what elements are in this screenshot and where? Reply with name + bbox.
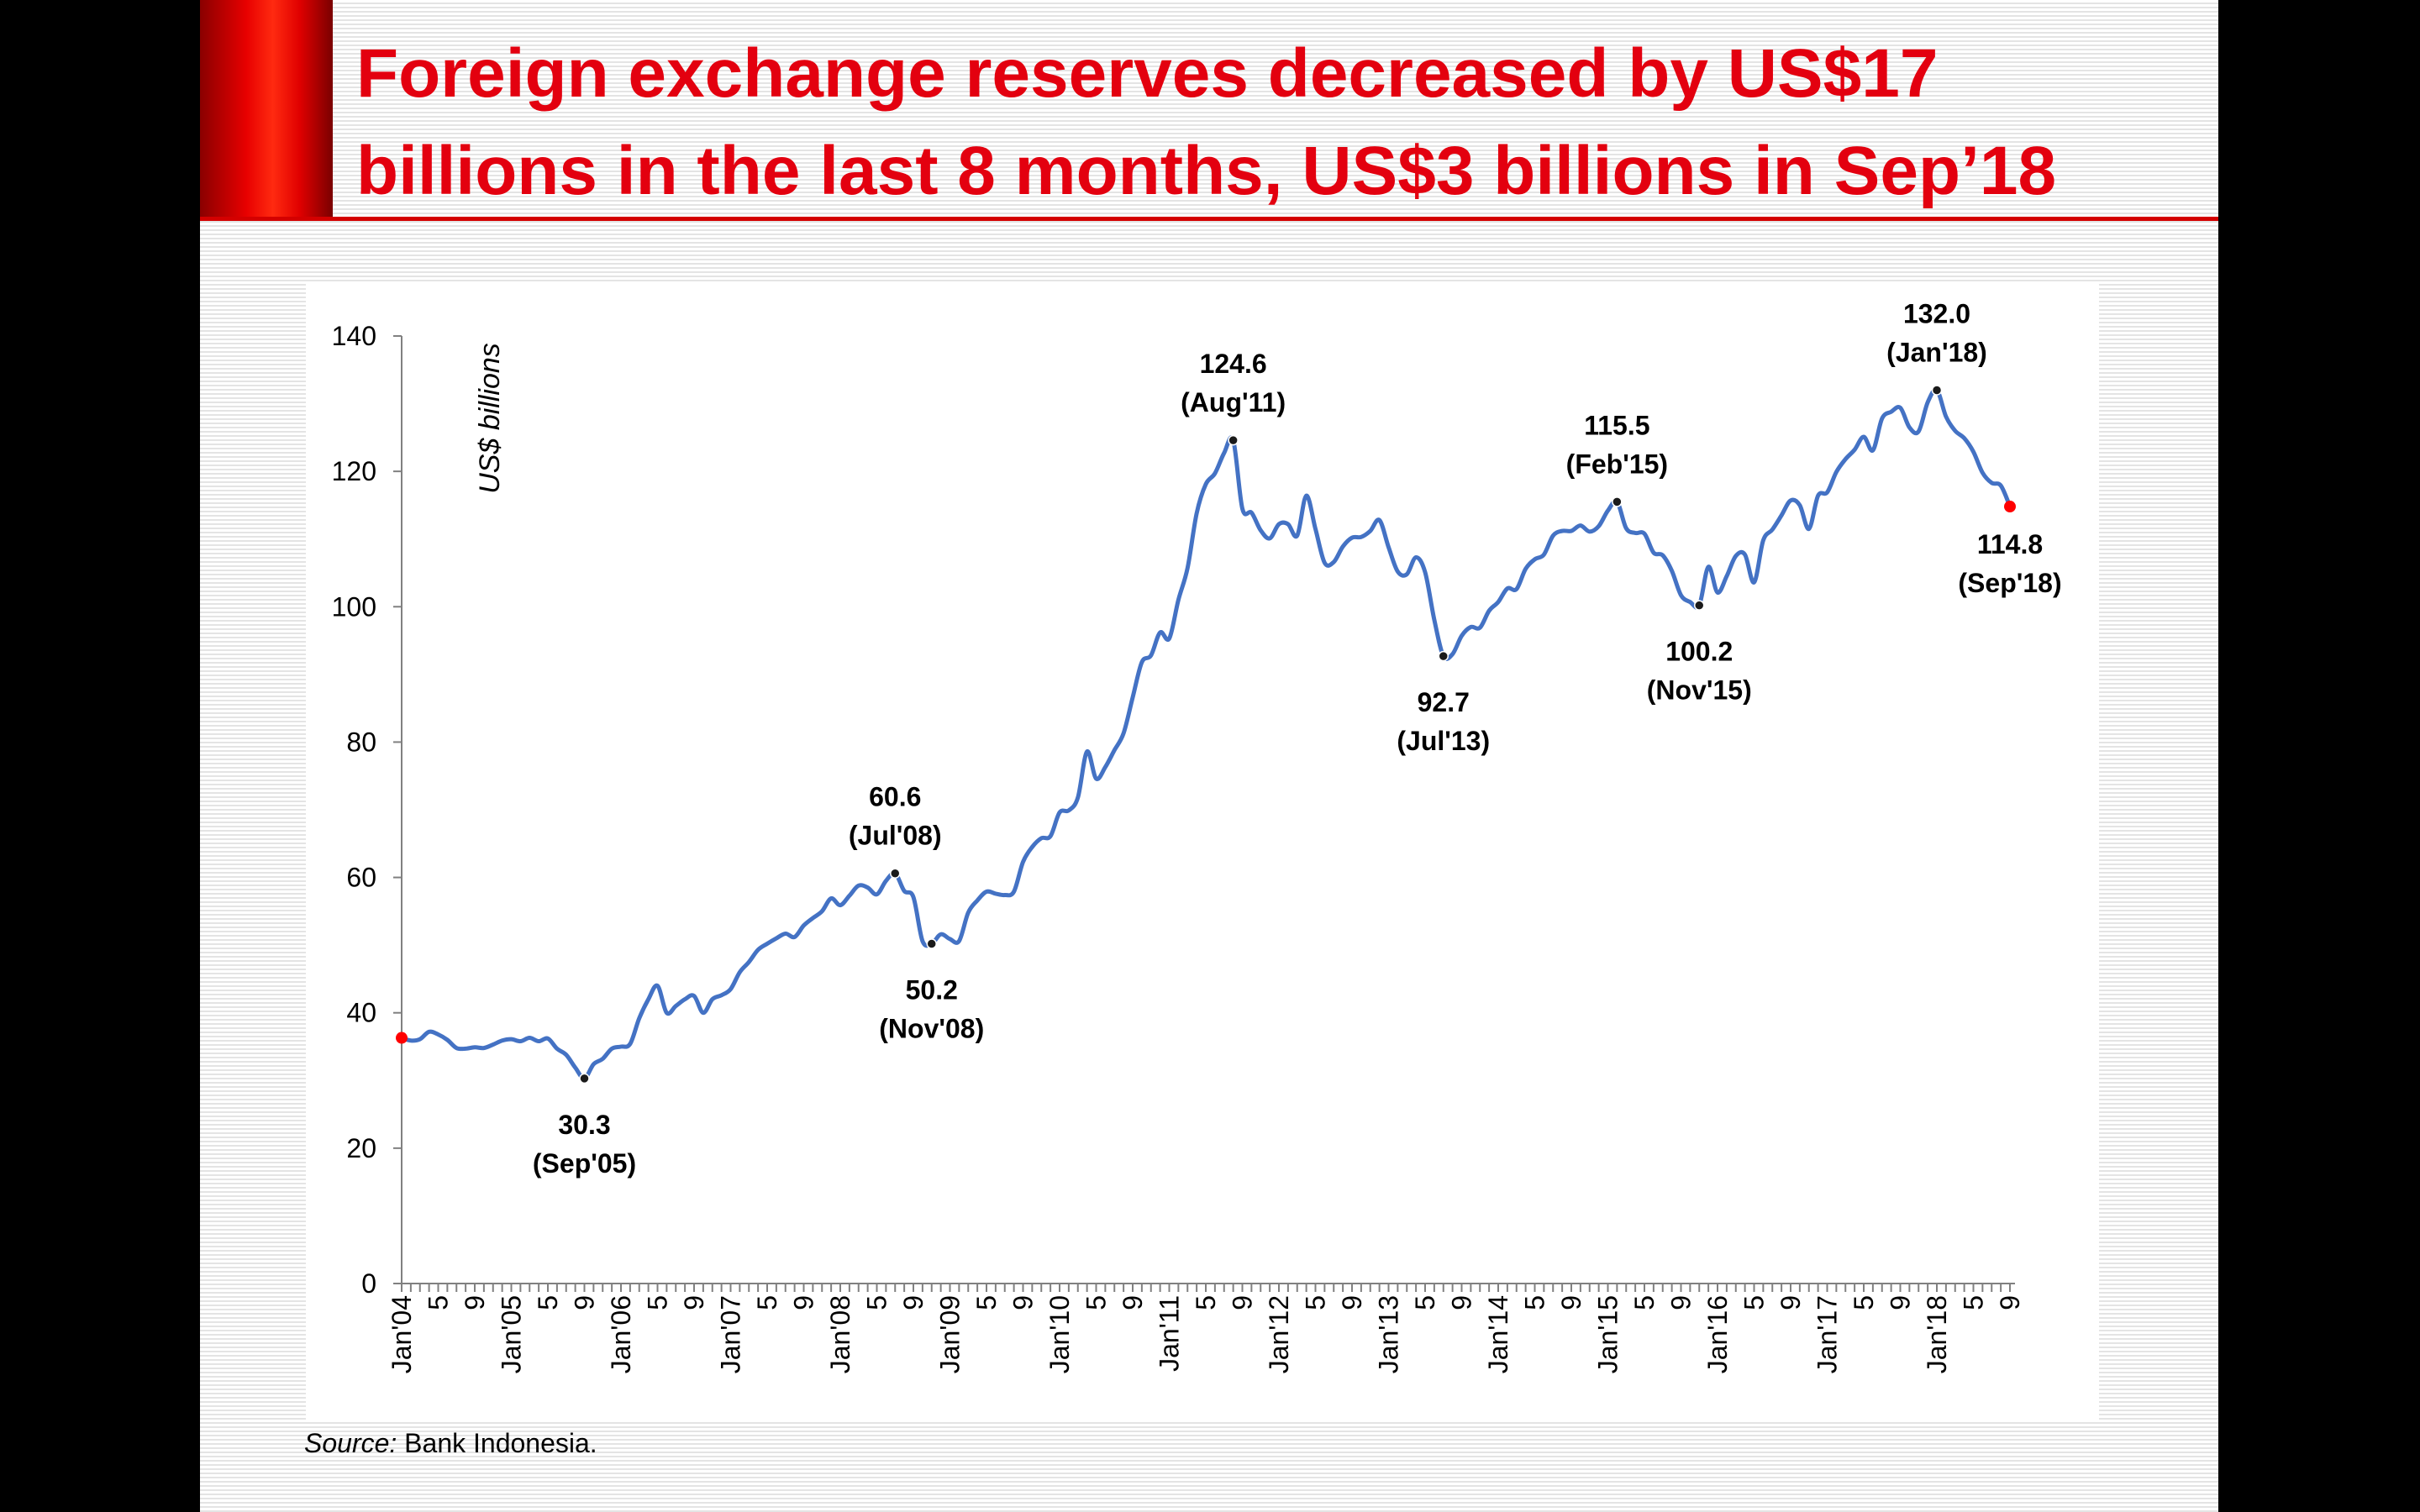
annotation-marker-2015-11 bbox=[1694, 600, 1705, 611]
x-tick-label: 5 bbox=[971, 1295, 1002, 1310]
x-tick-label: Jan'04 bbox=[387, 1295, 417, 1373]
x-tick-label: 9 bbox=[570, 1295, 600, 1310]
y-tick-label: 40 bbox=[346, 998, 376, 1028]
x-tick-label: 9 bbox=[898, 1295, 929, 1310]
annotation-date: (Jan'18) bbox=[1886, 337, 1987, 367]
annotation-marker-2008-11 bbox=[926, 938, 937, 949]
annotation-date: (Aug'11) bbox=[1181, 387, 1286, 417]
series-line-reserves bbox=[399, 387, 2012, 1081]
slide: Foreign exchange reserves decreased by U… bbox=[200, 0, 2218, 1512]
annotation-value: 60.6 bbox=[869, 782, 921, 812]
x-tick-label: 5 bbox=[1301, 1295, 1331, 1310]
source-note: Source: Bank Indonesia. bbox=[304, 1428, 597, 1459]
annotation-value: 100.2 bbox=[1665, 637, 1733, 667]
highlight-point-2004-01 bbox=[396, 1032, 408, 1044]
x-tick-label: 9 bbox=[789, 1295, 819, 1310]
annotation-marker-2015-02 bbox=[1612, 496, 1623, 507]
x-tick-label: 9 bbox=[460, 1295, 490, 1310]
slide-title: Foreign exchange reserves decreased by U… bbox=[356, 25, 2205, 220]
x-tick-label: Jan'13 bbox=[1374, 1295, 1404, 1373]
annotation-value: 115.5 bbox=[1584, 410, 1649, 440]
annotation-date: (Jul'08) bbox=[849, 821, 942, 851]
x-tick-label: 5 bbox=[862, 1295, 892, 1310]
y-tick-label: 20 bbox=[346, 1133, 376, 1163]
annotation-value: 50.2 bbox=[906, 975, 958, 1005]
annotation-marker-2005-09 bbox=[579, 1073, 590, 1084]
x-tick-label: Jan'07 bbox=[716, 1295, 746, 1373]
x-tick-label: Jan'06 bbox=[606, 1295, 636, 1373]
annotation-marker-2013-07 bbox=[1438, 650, 1449, 662]
x-tick-label: Jan'12 bbox=[1264, 1295, 1294, 1373]
annotation-value: 92.7 bbox=[1418, 687, 1470, 717]
y-tick-label: 80 bbox=[346, 727, 376, 757]
x-tick-label: 5 bbox=[1081, 1295, 1112, 1310]
x-tick-label: 5 bbox=[1959, 1295, 1989, 1310]
x-tick-label: Jan'16 bbox=[1702, 1295, 1733, 1373]
x-tick-label: Jan'11 bbox=[1155, 1295, 1185, 1372]
title-line-1: Foreign exchange reserves decreased by U… bbox=[356, 35, 1939, 112]
x-tick-label: 9 bbox=[1556, 1295, 1586, 1310]
x-tick-label: Jan'10 bbox=[1044, 1295, 1075, 1373]
annotation-value: 30.3 bbox=[558, 1110, 610, 1140]
x-tick-label: 9 bbox=[1447, 1295, 1477, 1310]
x-tick-label: 9 bbox=[1337, 1295, 1367, 1310]
x-tick-label: 5 bbox=[1849, 1295, 1879, 1310]
annotation-date: (Feb'15) bbox=[1566, 449, 1668, 479]
x-tick-label: 9 bbox=[1008, 1295, 1039, 1310]
annotation-date: (Nov'08) bbox=[879, 1014, 984, 1044]
y-axis-title: US$ billions bbox=[474, 343, 506, 494]
x-tick-label: 5 bbox=[533, 1295, 563, 1310]
x-tick-label: 9 bbox=[1776, 1295, 1806, 1310]
annotation-date: (Sep'18) bbox=[1958, 568, 2061, 598]
y-tick-label: 140 bbox=[332, 321, 376, 351]
annotation-value: 132.0 bbox=[1903, 298, 1970, 328]
x-tick-label: 5 bbox=[1191, 1295, 1221, 1310]
x-axis: Jan'04 5 9 Jan'05 5 9 Jan'06 5 9 Jan'07 5 9 Jan'08 5 9… bbox=[387, 1283, 2025, 1373]
y-tick-label: 100 bbox=[332, 591, 376, 622]
x-tick-label: 5 bbox=[1629, 1295, 1660, 1310]
chart-plot-area: 0 20 40 60 80 100 120 140 Jan'04 5 9 Jan'05 5 9 Jan'0… bbox=[306, 282, 2099, 1421]
annotation-date: (Sep'05) bbox=[533, 1148, 636, 1179]
annotation-markers bbox=[396, 385, 2016, 1084]
source-label: Source: bbox=[304, 1428, 397, 1458]
y-tick-label: 120 bbox=[332, 456, 376, 486]
annotation-date: (Jul'13) bbox=[1397, 726, 1490, 756]
x-tick-label: 9 bbox=[1118, 1295, 1148, 1310]
y-tick-label: 60 bbox=[346, 863, 376, 893]
x-tick-label: Jan'15 bbox=[1593, 1295, 1623, 1373]
title-line-2: billions in the last 8 months, US$3 bill… bbox=[356, 133, 2057, 209]
x-tick-label: 5 bbox=[1520, 1295, 1550, 1310]
annotation-value: 114.8 bbox=[1977, 529, 2043, 559]
x-tick-label: Jan'05 bbox=[497, 1295, 527, 1373]
x-tick-label: Jan'18 bbox=[1922, 1295, 1952, 1373]
x-tick-label: 5 bbox=[1739, 1295, 1770, 1310]
highlight-point-2018-09 bbox=[2004, 501, 2016, 513]
x-tick-label: Jan'14 bbox=[1483, 1295, 1513, 1373]
x-tick-label: 9 bbox=[1666, 1295, 1697, 1310]
x-tick-label: 9 bbox=[1228, 1295, 1258, 1310]
annotation-value: 124.6 bbox=[1200, 349, 1267, 379]
annotation-marker-2018-01 bbox=[1931, 385, 1943, 396]
x-tick-label: 5 bbox=[1410, 1295, 1440, 1310]
x-tick-label: 9 bbox=[1995, 1295, 2025, 1310]
annotations: 30.3 (Sep'05) 60.6 (Jul'08) 50.2 (Nov'08) 124.… bbox=[533, 298, 2062, 1178]
title-accent-bar bbox=[200, 0, 333, 217]
source-text: Bank Indonesia. bbox=[397, 1428, 597, 1458]
x-tick-label: 5 bbox=[752, 1295, 782, 1310]
annotation-date: (Nov'15) bbox=[1647, 675, 1752, 706]
x-tick-label: 9 bbox=[679, 1295, 709, 1310]
x-tick-label: Jan'17 bbox=[1812, 1295, 1843, 1373]
title-divider bbox=[200, 217, 2218, 221]
x-tick-label: Jan'09 bbox=[935, 1295, 965, 1373]
x-tick-label: 5 bbox=[424, 1295, 454, 1310]
annotation-marker-2008-07 bbox=[890, 868, 901, 879]
x-tick-label: Jan'08 bbox=[825, 1295, 855, 1373]
x-tick-label: 9 bbox=[1886, 1295, 1916, 1310]
y-tick-label: 0 bbox=[361, 1268, 376, 1299]
y-axis: 0 20 40 60 80 100 120 140 bbox=[332, 321, 402, 1299]
x-tick-label: 5 bbox=[643, 1295, 673, 1310]
annotation-marker-2011-08 bbox=[1228, 434, 1239, 446]
